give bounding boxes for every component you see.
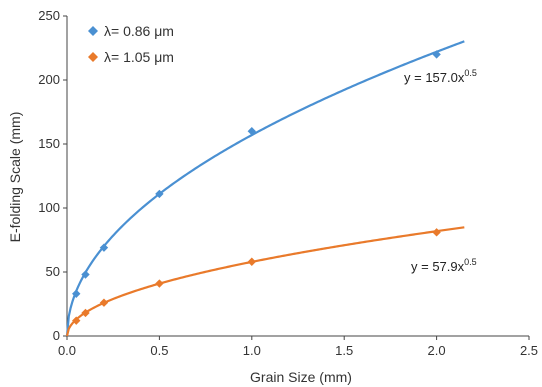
data-point-series-1 [155, 189, 164, 199]
y-tick-label: 250 [38, 8, 60, 23]
equation-series-2: y = 57.9x0.5 [411, 257, 477, 274]
equation-series-2-exponent: 0.5 [464, 257, 477, 267]
x-tick-label: 0.0 [58, 343, 76, 358]
equation-series-2-base: y = 57.9x [411, 259, 465, 274]
x-tick-label: 2.0 [428, 343, 446, 358]
x-tick-label: 1.5 [335, 343, 353, 358]
data-point-series-1 [72, 289, 81, 298]
x-tick-label: 0.5 [150, 343, 168, 358]
y-tick-label: 0 [53, 328, 60, 343]
legend-marker-series-1 [88, 26, 98, 36]
data-point-series-2 [72, 316, 81, 325]
equation-series-1: y = 157.0x0.5 [404, 68, 477, 85]
legend-marker-series-2 [88, 52, 98, 62]
y-tick-label: 150 [38, 136, 60, 151]
y-tick-label: 200 [38, 72, 60, 87]
data-point-series-1 [81, 270, 90, 279]
y-tick-label: 100 [38, 200, 60, 215]
x-tick-label: 2.5 [520, 343, 538, 358]
data-point-series-2 [99, 298, 109, 307]
legend-label-series-1: λ= 0.86 μm [104, 23, 174, 39]
data-point-series-2 [81, 308, 90, 318]
y-tick-label: 50 [46, 264, 60, 279]
x-tick-label: 1.0 [243, 343, 261, 358]
data-point-series-2 [247, 257, 256, 266]
legend: λ= 0.86 μm λ= 1.05 μm [88, 23, 174, 65]
y-axis-title: E-folding Scale (mm) [7, 112, 23, 243]
x-axis-title: Grain Size (mm) [250, 369, 352, 385]
data-point-series-2 [155, 279, 164, 288]
fit-line-series-1 [65, 40, 465, 337]
fit-line-series-2 [65, 226, 465, 337]
data-point-series-2 [432, 228, 441, 237]
legend-label-series-2: λ= 1.05 μm [104, 49, 174, 65]
data-point-series-1 [432, 50, 441, 59]
data-point-series-1 [99, 243, 109, 252]
data-point-series-1 [247, 127, 256, 136]
axes: 0.0 0.5 1.0 1.5 2.0 2.5 0 50 100 150 200 250 [38, 8, 538, 358]
equation-series-1-base: y = 157.0x [404, 70, 465, 85]
fit-lines [65, 40, 465, 337]
data-markers [72, 50, 441, 325]
equation-series-1-exponent: 0.5 [464, 68, 477, 78]
